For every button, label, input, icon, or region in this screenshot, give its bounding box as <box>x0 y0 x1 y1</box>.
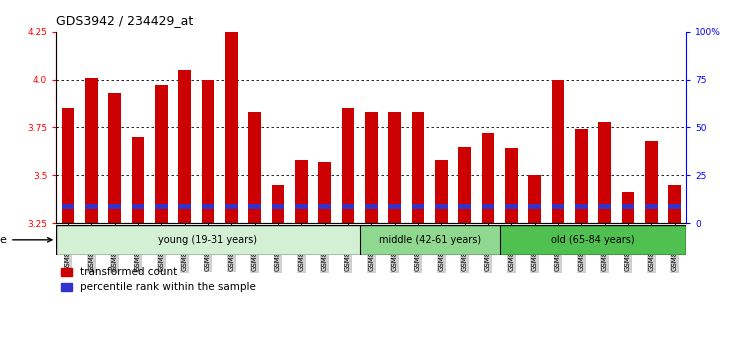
Text: young (19-31 years): young (19-31 years) <box>158 235 257 245</box>
Bar <box>364 205 378 209</box>
Bar <box>295 160 307 223</box>
Bar <box>178 205 191 209</box>
Bar <box>248 112 261 223</box>
Bar <box>56 225 359 255</box>
Bar <box>364 112 378 223</box>
Bar <box>154 85 168 223</box>
Bar <box>645 141 658 223</box>
Bar <box>108 205 121 209</box>
Bar <box>202 205 214 209</box>
Bar <box>154 205 168 209</box>
Bar <box>622 193 634 223</box>
Text: GDS3942 / 234429_at: GDS3942 / 234429_at <box>56 15 194 27</box>
Bar <box>85 205 98 209</box>
Bar <box>668 185 681 223</box>
Bar <box>458 147 471 223</box>
Bar <box>435 160 448 223</box>
Bar <box>225 32 238 223</box>
Bar <box>341 108 354 223</box>
Bar <box>388 112 401 223</box>
Legend: transformed count, percentile rank within the sample: transformed count, percentile rank withi… <box>62 267 256 292</box>
Bar <box>551 205 564 209</box>
Bar <box>341 205 354 209</box>
Text: age: age <box>0 235 52 245</box>
Bar <box>412 205 424 209</box>
Bar <box>131 137 144 223</box>
Bar <box>574 205 588 209</box>
Bar <box>645 205 658 209</box>
Bar <box>482 205 494 209</box>
Bar <box>500 225 686 255</box>
Bar <box>248 205 261 209</box>
Bar <box>318 162 331 223</box>
Bar <box>551 80 564 223</box>
Bar <box>505 148 518 223</box>
Bar <box>178 70 191 223</box>
Bar <box>108 93 121 223</box>
Bar <box>622 205 634 209</box>
Bar <box>528 175 541 223</box>
Bar <box>458 205 471 209</box>
Bar <box>505 205 518 209</box>
Bar <box>272 185 284 223</box>
Bar <box>598 122 611 223</box>
Bar <box>318 205 331 209</box>
Bar <box>85 78 98 223</box>
Bar <box>388 205 401 209</box>
Bar <box>131 205 144 209</box>
Bar <box>225 205 238 209</box>
Bar <box>62 108 74 223</box>
Text: middle (42-61 years): middle (42-61 years) <box>379 235 481 245</box>
Text: old (65-84 years): old (65-84 years) <box>551 235 634 245</box>
Bar <box>668 205 681 209</box>
Bar <box>435 205 448 209</box>
Bar <box>202 80 214 223</box>
Bar <box>482 133 494 223</box>
Bar <box>272 205 284 209</box>
Bar <box>574 129 588 223</box>
Bar <box>598 205 611 209</box>
Bar <box>528 205 541 209</box>
Bar <box>62 205 74 209</box>
Bar <box>412 112 424 223</box>
Bar <box>359 225 500 255</box>
Bar <box>295 205 307 209</box>
